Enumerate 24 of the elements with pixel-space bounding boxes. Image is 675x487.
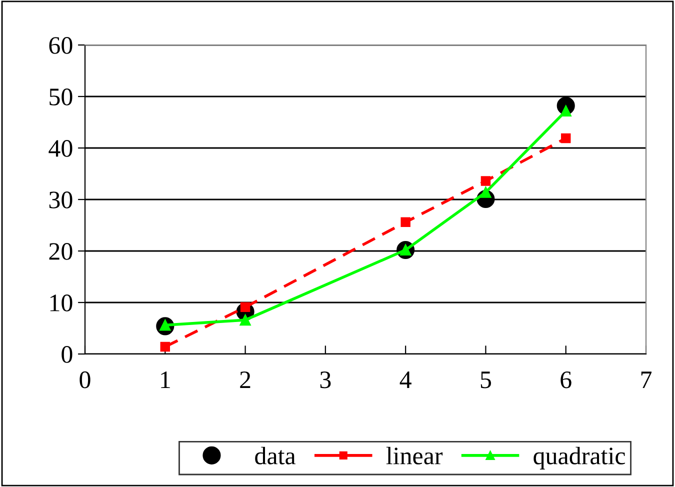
y-tick-label: 30 (49, 192, 72, 208)
point (480, 186, 492, 198)
legend-label: linear (386, 446, 443, 464)
point (400, 217, 410, 228)
y-tick-label: 50 (50, 88, 72, 106)
x-tick-label: 7 (641, 372, 652, 388)
point (480, 176, 491, 186)
point (160, 342, 170, 352)
y-tick-label: 20 (49, 243, 72, 260)
x-tick-label: 2 (240, 371, 250, 388)
x-tick-label: 4 (400, 372, 412, 388)
y-tick-label: 40 (48, 140, 72, 157)
point (240, 314, 251, 326)
x-tick-label: 3 (320, 371, 331, 388)
legend-label: data (255, 446, 296, 464)
y-tick-label: 0 (62, 346, 72, 363)
y-tick-label: 60 (49, 37, 72, 54)
point (560, 133, 571, 144)
y-tick-label: 10 (50, 294, 72, 312)
x-tick-label: 1 (161, 372, 170, 388)
x-tick-label: 5 (480, 372, 491, 388)
x-tick-label: 6 (560, 371, 572, 388)
legend-label: quadratic (534, 446, 626, 470)
x-tick-label: 0 (80, 371, 90, 388)
